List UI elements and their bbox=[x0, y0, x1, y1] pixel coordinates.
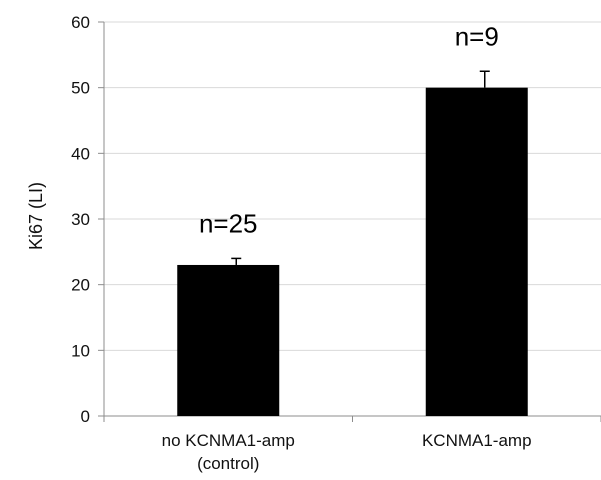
n-annotation: n=9 bbox=[455, 21, 499, 51]
y-axis-label: Ki67 (LI) bbox=[26, 182, 46, 250]
x-category-label-line: KCNMA1-amp bbox=[422, 431, 532, 450]
bars bbox=[177, 70, 528, 417]
bar bbox=[177, 264, 280, 416]
x-category-label-line: no KCNMA1-amp bbox=[162, 431, 295, 450]
y-tick-label: 0 bbox=[81, 407, 90, 426]
y-tick-label: 60 bbox=[71, 13, 90, 32]
bar bbox=[425, 87, 528, 417]
y-tick-label: 30 bbox=[71, 210, 90, 229]
y-tick-label: 20 bbox=[71, 276, 90, 295]
x-category-label-line: (control) bbox=[197, 454, 259, 473]
x-category-label: KCNMA1-amp bbox=[422, 431, 532, 450]
y-tick-label: 40 bbox=[71, 144, 90, 163]
y-tick-label: 10 bbox=[71, 341, 90, 360]
y-tick-label: 50 bbox=[71, 79, 90, 98]
x-category-label: no KCNMA1-amp (control) bbox=[162, 431, 295, 473]
n-annotation: n=25 bbox=[199, 208, 258, 238]
